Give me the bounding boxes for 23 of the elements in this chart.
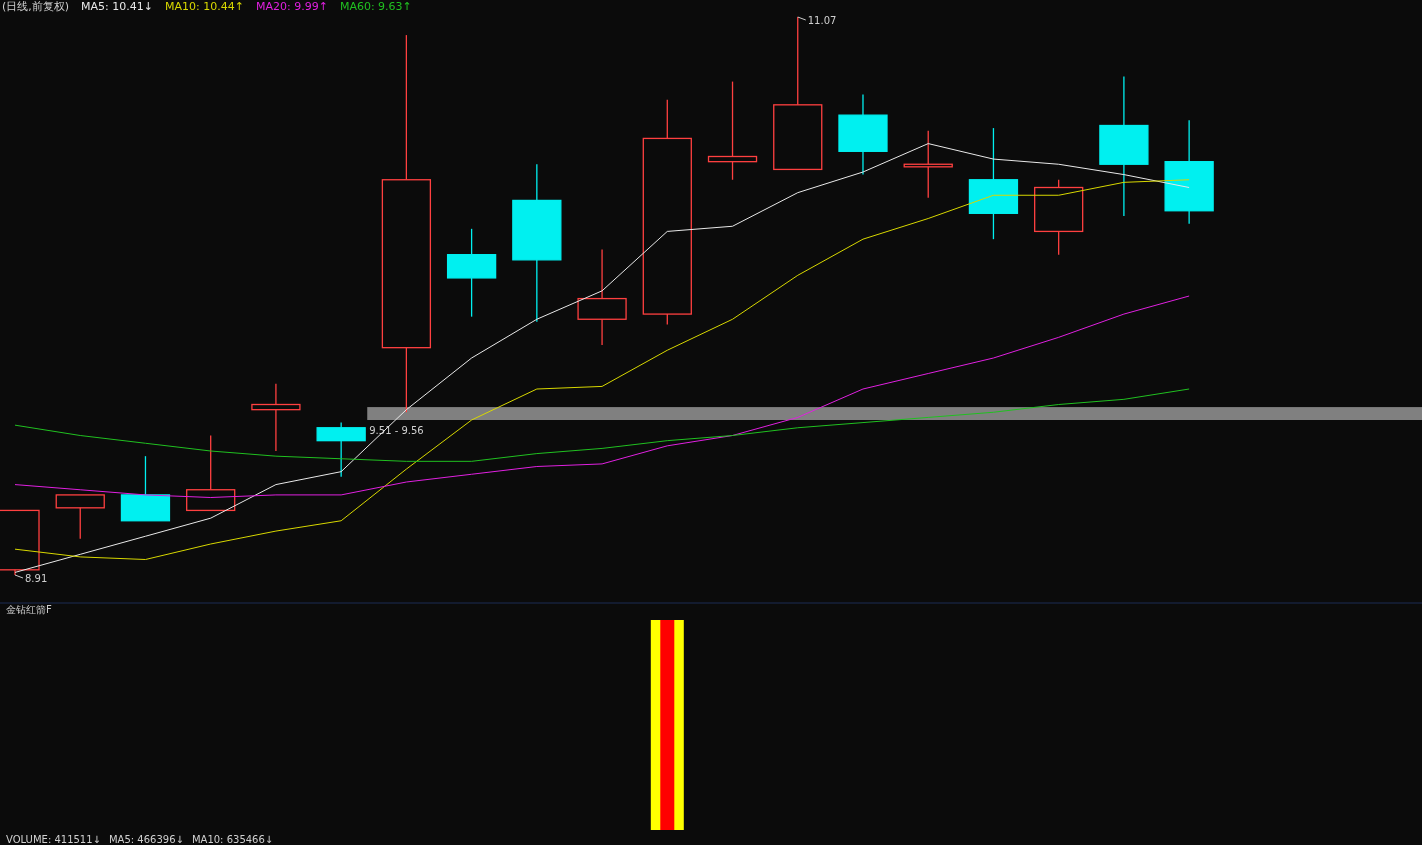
text: MA5: 466396↓ — [108, 834, 184, 845]
text: MA20: 9.99↑ — [255, 0, 328, 13]
candlestick — [251, 383, 301, 452]
candlestick — [1164, 119, 1214, 225]
annotation: 8.91 — [25, 573, 48, 584]
candlestick — [512, 163, 562, 323]
candlestick — [968, 127, 1019, 240]
candlestick — [446, 228, 497, 318]
text: MA60: 9.63↑ — [339, 0, 412, 13]
candlestick — [707, 80, 758, 181]
chart-title: (日线,前复权) — [2, 0, 70, 13]
text: VOLUME: 411511↓ — [6, 834, 101, 845]
candlestick — [1099, 75, 1149, 217]
candlestick — [316, 421, 366, 478]
text: MA10: 10.44↑ — [165, 0, 244, 13]
annotation: 11.07 — [807, 15, 837, 26]
chart-title: 金钻红箭F — [6, 604, 52, 615]
text: MA5: 10.41↓ — [81, 0, 154, 13]
candlestick — [903, 130, 953, 199]
candlestick — [838, 93, 888, 176]
text: MA10: 635466↓ — [191, 834, 274, 845]
candlestick — [577, 248, 627, 346]
candlestick — [381, 34, 432, 413]
